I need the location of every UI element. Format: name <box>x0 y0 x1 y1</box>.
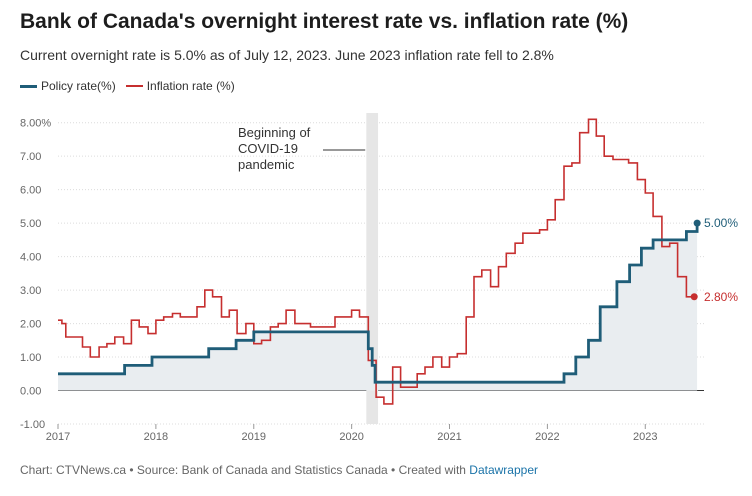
x-tick-label: 2022 <box>535 431 559 443</box>
chart-title: Bank of Canada's overnight interest rate… <box>20 10 629 33</box>
y-tick-label: 6.00 <box>20 185 41 197</box>
inflation-end-point <box>690 293 698 301</box>
y-tick-label: 3.00 <box>20 285 41 297</box>
gridlines <box>58 122 704 425</box>
chart-subtitle: Current overnight rate is 5.0% as of Jul… <box>20 47 554 63</box>
y-tick-label: -1.00 <box>20 419 45 431</box>
x-tick-label: 2018 <box>144 431 168 443</box>
policy-area-fill <box>58 223 698 391</box>
x-tick-label: 2019 <box>242 431 266 443</box>
legend-swatch-policy <box>20 84 37 88</box>
y-tick-labels: 8.00% 7.00 6.00 5.00 4.00 3.00 2.00 1.00 0.00 -1.… <box>20 118 51 431</box>
datawrapper-link[interactable]: Datawrapper <box>469 463 538 477</box>
x-tick-label: 2023 <box>633 431 657 443</box>
legend-label-policy: Policy rate(%) <box>41 79 116 93</box>
policy-line <box>58 223 699 384</box>
end-labels: 5.00% 2.80% <box>704 216 738 304</box>
x-tick-labels: 2017 2018 2019 2020 2021 2022 2023 <box>46 424 658 443</box>
y-tick-label: 0.00 <box>20 386 41 398</box>
x-tick-label: 2021 <box>437 431 461 443</box>
policy-end-label: 5.00% <box>704 216 738 230</box>
y-tick-label: 5.00 <box>20 218 41 230</box>
annotation-text: pandemic <box>238 157 295 172</box>
policy-area <box>58 223 698 391</box>
y-tick-label: 8.00% <box>20 118 51 130</box>
legend-swatch-inflation <box>125 85 143 87</box>
annotation-text: COVID-19 <box>238 141 298 156</box>
series-lines <box>58 118 701 405</box>
legend: Policy rate(%) Inflation rate (%) <box>20 79 245 93</box>
legend-item-inflation: Inflation rate (%) <box>125 79 235 93</box>
inflation-line <box>58 118 695 405</box>
y-tick-label: 1.00 <box>20 352 41 364</box>
footer-credit: Chart: CTVNews.ca • Source: Bank of Cana… <box>20 463 470 477</box>
annotation-text: Beginning of <box>238 125 311 140</box>
covid-band <box>366 113 379 424</box>
y-tick-label: 7.00 <box>20 151 41 163</box>
inflation-end-label: 2.80% <box>704 290 738 304</box>
x-tick-label: 2017 <box>46 431 70 443</box>
y-tick-label: 2.00 <box>20 319 41 331</box>
x-tick-label: 2020 <box>339 431 363 443</box>
policy-end-point <box>693 219 701 227</box>
covid-band-rect <box>366 113 379 424</box>
legend-item-policy: Policy rate(%) <box>20 79 116 93</box>
legend-label-inflation: Inflation rate (%) <box>146 79 235 93</box>
footer: Chart: CTVNews.ca • Source: Bank of Cana… <box>20 463 538 477</box>
y-tick-label: 4.00 <box>20 252 41 264</box>
